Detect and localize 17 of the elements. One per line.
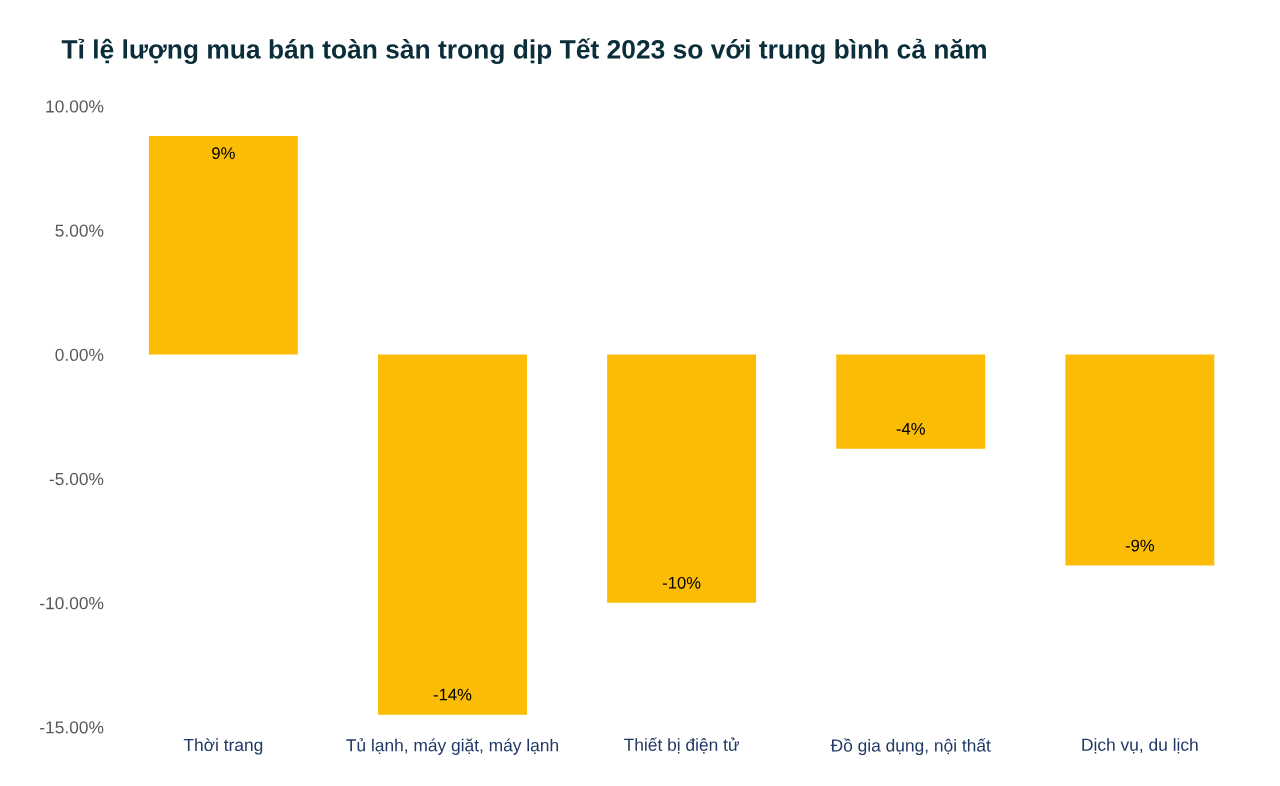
x-tick-label: Thiết bị điện tử xyxy=(624,737,739,754)
x-tick-label: Thời trang xyxy=(183,738,263,755)
data-label: -14% xyxy=(433,688,472,701)
y-tick-label: 5.00% xyxy=(55,224,104,237)
data-label: -4% xyxy=(896,422,925,435)
chart-title: Tỉ lệ lượng mua bán toàn sàn trong dịp Tết 2023 so với trung bình cả năm xyxy=(61,38,986,65)
data-label: -10% xyxy=(662,576,701,589)
y-tick-label: 0.00% xyxy=(55,348,104,361)
y-tick-label: -15.00% xyxy=(40,721,104,734)
x-tick-label: Đồ gia dụng, nội thất xyxy=(830,738,991,756)
x-tick-label: Dịch vụ, du lịch xyxy=(1082,738,1198,754)
y-tick-label: -10.00% xyxy=(40,597,104,610)
x-tick-label: Tủ lạnh, máy giặt, máy lạnh xyxy=(346,738,558,755)
data-label: 9% xyxy=(212,147,235,160)
y-tick-label: -5.00% xyxy=(49,472,104,486)
data-label: -9% xyxy=(1125,539,1155,552)
y-tick-label: 10.00% xyxy=(46,100,104,113)
